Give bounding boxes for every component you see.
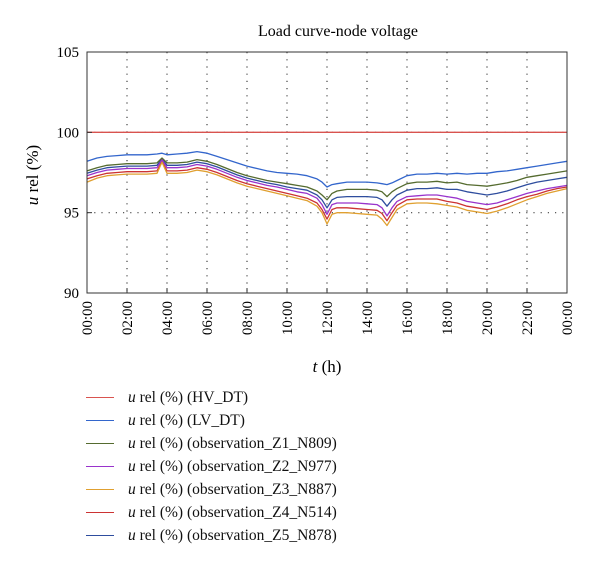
series-line bbox=[86, 160, 568, 222]
x-tick-label: 14:00 bbox=[360, 301, 376, 335]
x-tick-label: 02:00 bbox=[120, 301, 136, 335]
legend-label: u rel (%) (observation_Z3_N887) bbox=[128, 480, 337, 498]
y-tick-label: 100 bbox=[57, 125, 80, 141]
y-axis-label-var: u bbox=[23, 197, 42, 206]
x-tick-label: 00:00 bbox=[560, 301, 576, 335]
series-line bbox=[86, 157, 568, 201]
legend-item: u rel (%) (observation_Z3_N887) bbox=[86, 478, 337, 501]
legend-swatch bbox=[86, 420, 114, 421]
chart-title: Load curve-node voltage bbox=[258, 23, 418, 40]
x-tick-label: 10:00 bbox=[280, 301, 296, 335]
legend: u rel (%) (HV_DT)u rel (%) (LV_DT)u rel … bbox=[86, 386, 337, 547]
x-tick-label: 04:00 bbox=[160, 301, 176, 335]
legend-item: u rel (%) (observation_Z4_N514) bbox=[86, 501, 337, 524]
y-tick-label: 90 bbox=[64, 286, 79, 302]
x-tick-label: 16:00 bbox=[400, 301, 416, 335]
x-tick-label: 06:00 bbox=[200, 301, 216, 335]
series-line bbox=[86, 158, 568, 209]
legend-swatch bbox=[86, 397, 114, 398]
legend-label: u rel (%) (LV_DT) bbox=[128, 411, 245, 429]
plot-area bbox=[86, 52, 568, 293]
legend-swatch bbox=[86, 535, 114, 536]
x-tick-label: 20:00 bbox=[480, 301, 496, 335]
axes: 90 95 100 105 00:00 02:00 04:00 06:00 08:00 10:00… bbox=[57, 45, 577, 335]
series-line bbox=[86, 161, 568, 227]
legend-item: u rel (%) (LV_DT) bbox=[86, 409, 337, 432]
y-axis-label-unit: rel (%) bbox=[23, 145, 42, 197]
x-axis-label: t (h) bbox=[313, 357, 342, 376]
y-tick-label: 105 bbox=[57, 45, 80, 61]
series-line bbox=[86, 150, 568, 188]
y-tick-label: 95 bbox=[64, 206, 79, 222]
y-axis-label: u rel (%) bbox=[23, 145, 42, 205]
legend-item: u rel (%) (observation_Z2_N977) bbox=[86, 455, 337, 478]
legend-item: u rel (%) (observation_Z5_N878) bbox=[86, 524, 337, 547]
x-tick-label: 18:00 bbox=[440, 301, 456, 335]
x-tick-label: 00:00 bbox=[80, 301, 96, 335]
legend-item: u rel (%) (observation_Z1_N809) bbox=[86, 432, 337, 455]
chart-svg: Load curve-node voltage 90 95 100 105 00:00 0… bbox=[23, 23, 577, 376]
legend-item: u rel (%) (HV_DT) bbox=[86, 386, 337, 409]
legend-label: u rel (%) (HV_DT) bbox=[128, 388, 249, 406]
legend-swatch bbox=[86, 512, 114, 513]
legend-label: u rel (%) (observation_Z4_N514) bbox=[128, 503, 337, 521]
legend-swatch bbox=[86, 443, 114, 444]
legend-swatch bbox=[86, 466, 114, 467]
legend-label: u rel (%) (observation_Z1_N809) bbox=[128, 434, 337, 452]
x-tick-label: 12:00 bbox=[320, 301, 336, 335]
legend-label: u rel (%) (observation_Z2_N977) bbox=[128, 457, 337, 475]
x-axis-label-unit: (h) bbox=[317, 357, 341, 376]
legend-label: u rel (%) (observation_Z5_N878) bbox=[128, 526, 337, 544]
x-tick-label: 08:00 bbox=[240, 301, 256, 335]
series-line bbox=[86, 158, 568, 217]
legend-swatch bbox=[86, 489, 114, 490]
x-tick-label: 22:00 bbox=[520, 301, 536, 335]
x-axis-label-var: t bbox=[313, 357, 319, 376]
